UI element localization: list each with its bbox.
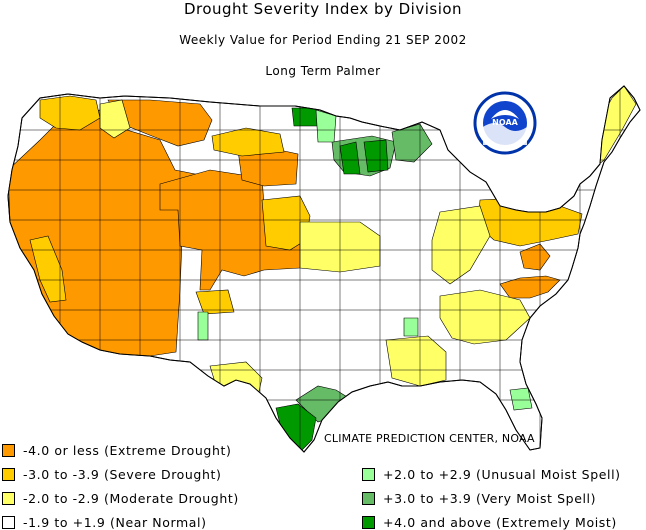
division-unusual-moist-florida <box>509 387 533 411</box>
division-extremely-moist-minnesota <box>339 141 361 175</box>
noaa-logo: NOAA <box>473 91 537 155</box>
legend-swatch <box>362 491 375 505</box>
division-extremely-moist-wisconsin <box>363 139 389 173</box>
division-extreme-rockies <box>159 169 305 291</box>
legend-swatch <box>362 467 375 481</box>
legend-swatch <box>2 515 15 529</box>
noaa-logo-bird <box>491 110 519 119</box>
us-border <box>7 85 641 453</box>
legend-swatch <box>2 491 15 505</box>
division-severe-newmexico <box>195 289 235 315</box>
division-regions <box>8 86 640 452</box>
legend-label: -2.0 to -2.9 (Moderate Drought) <box>23 490 239 506</box>
division-extreme-montana <box>107 99 213 147</box>
division-severe-dakota <box>211 127 285 157</box>
legend-swatch <box>2 443 15 457</box>
map-title: Drought Severity Index by Division <box>183 0 463 18</box>
legend-label: +2.0 to +2.9 (Unusual Moist Spell) <box>383 466 621 482</box>
division-very-moist-michigan <box>391 123 433 163</box>
noaa-logo-text: NOAA <box>492 118 518 127</box>
division-unusual-moist-arkansas <box>403 317 419 337</box>
legend-label: -3.0 to -3.9 (Severe Drought) <box>23 466 222 482</box>
map-subtitle: Weekly Value for Period Ending 21 SEP 20… <box>179 33 467 47</box>
division-extremely-moist-northdakota <box>291 107 319 127</box>
legend-label: -4.0 or less (Extreme Drought) <box>23 442 232 458</box>
credit-text: CLIMATE PREDICTION CENTER, NOAA <box>324 432 535 445</box>
legend-item: -1.9 to +1.9 (Near Normal) <box>2 514 207 530</box>
division-severe-northwest <box>39 95 101 131</box>
legend-item: +3.0 to +3.9 (Very Moist Spell) <box>362 490 596 506</box>
legend-item: -4.0 or less (Extreme Drought) <box>2 442 231 458</box>
legend-item: +2.0 to +2.9 (Unusual Moist Spell) <box>362 466 621 482</box>
division-unusual-moist-newmexico <box>197 311 209 341</box>
legend-item: -2.0 to -2.9 (Moderate Drought) <box>2 490 239 506</box>
division-extreme-southeast <box>499 275 561 299</box>
legend-item: +4.0 and above (Extremely Moist) <box>362 514 617 530</box>
division-moderate-gulf <box>385 335 447 387</box>
legend-label: -1.9 to +1.9 (Near Normal) <box>23 514 207 530</box>
noaa-logo-wave <box>483 123 527 145</box>
legend-label: +4.0 and above (Extremely Moist) <box>383 514 617 530</box>
legend-label: +3.0 to +3.9 (Very Moist Spell) <box>383 490 597 506</box>
legend-swatch <box>362 515 375 529</box>
legend-swatch <box>2 467 15 481</box>
division-extreme-virginia <box>519 243 551 271</box>
legend-item: -3.0 to -3.9 (Severe Drought) <box>2 466 221 482</box>
index-name: Long Term Palmer <box>265 64 381 78</box>
